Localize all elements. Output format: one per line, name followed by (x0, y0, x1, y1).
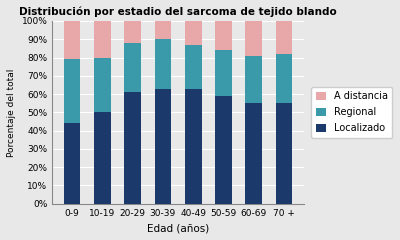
Bar (94, 58, 111, 112)
Bar (64, 59, 80, 123)
X-axis label: Edad (años): Edad (años) (147, 223, 209, 233)
Bar (185, 21, 202, 45)
Bar (94, 21, 111, 58)
Bar (276, 103, 292, 204)
Bar (246, 56, 262, 103)
Bar (154, 39, 171, 89)
Bar (64, 123, 80, 204)
Bar (246, 103, 262, 204)
Bar (246, 21, 262, 56)
Bar (185, 89, 202, 204)
Bar (185, 45, 202, 89)
Bar (215, 21, 232, 50)
Bar (215, 50, 232, 96)
Legend: A distancia, Regional, Localizado: A distancia, Regional, Localizado (311, 87, 392, 138)
Bar (64, 21, 80, 59)
Bar (94, 112, 111, 204)
Bar (276, 21, 292, 54)
Bar (124, 92, 141, 204)
Bar (154, 21, 171, 39)
Bar (124, 43, 141, 92)
Bar (276, 54, 292, 103)
Bar (124, 21, 141, 43)
Bar (215, 96, 232, 204)
Title: Distribución por estadio del sarcoma de tejido blando: Distribución por estadio del sarcoma de … (19, 7, 337, 18)
Y-axis label: Porcentaje del total: Porcentaje del total (7, 68, 16, 156)
Bar (154, 89, 171, 204)
